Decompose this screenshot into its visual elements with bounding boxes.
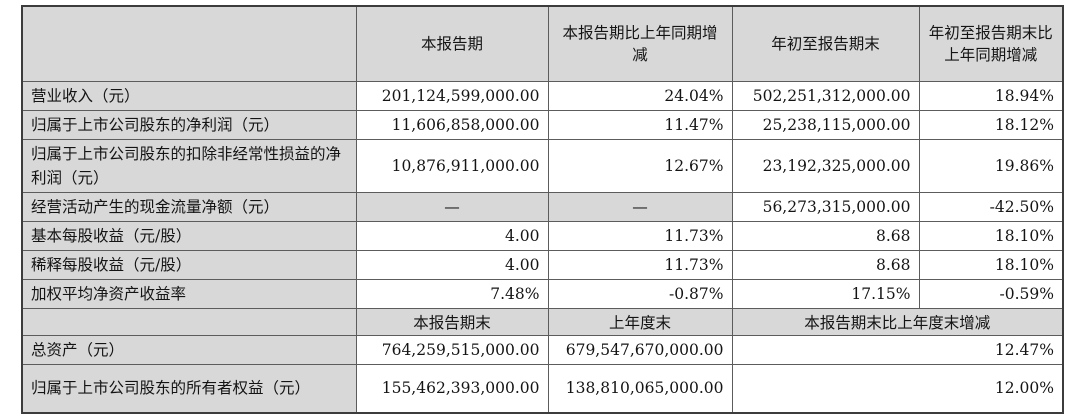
value-ytd-yoy-change: 19.86% [918, 139, 1064, 194]
row-label: 归属于上市公司股东的净利润（元） [21, 110, 357, 141]
value-yoy-change-dash: — [547, 192, 733, 223]
value-prior-year-end: 679,547,670,000.00 [547, 335, 733, 366]
value-ytd: 23,192,325,000.00 [731, 139, 920, 194]
row-label: 营业收入（元） [21, 80, 357, 112]
value-current-period-dash: — [355, 192, 549, 223]
value-period-end-change: 12.00% [731, 364, 1064, 414]
header-current-vs-prior-year: 本报告期比上年同期增减 [547, 5, 733, 82]
value-yoy-change: 12.67% [547, 139, 733, 194]
financial-summary-section: 本报告期 本报告期比上年同期增减 年初至报告期末 年初至报告期末比上年同期增减 … [21, 5, 1064, 414]
sub-header-blank-cell [21, 308, 357, 337]
row-label: 归属于上市公司股东的所有者权益（元） [21, 364, 357, 414]
value-ytd-yoy-change: -0.59% [918, 279, 1064, 310]
value-period-end: 764,259,515,000.00 [355, 335, 549, 366]
value-yoy-change: 11.73% [547, 250, 733, 281]
value-current-period: 7.48% [355, 279, 549, 310]
header-current-period: 本报告期 [355, 5, 549, 82]
row-label: 加权平均净资产收益率 [21, 279, 357, 310]
header-blank-cell [21, 5, 357, 82]
sub-header-row: 本报告期末 上年度末 本报告期末比上年度末增减 [21, 308, 1064, 337]
value-yoy-change: -0.87% [547, 279, 733, 310]
value-yoy-change: 24.04% [547, 80, 733, 112]
value-current-period: 201,124,599,000.00 [355, 80, 549, 112]
value-ytd: 17.15% [731, 279, 920, 310]
financial-summary-table: 本报告期 本报告期比上年同期增减 年初至报告期末 年初至报告期末比上年同期增减 … [21, 5, 1064, 414]
value-current-period: 11,606,858,000.00 [355, 110, 549, 141]
table-row-operating-revenue: 营业收入（元） 201,124,599,000.00 24.04% 502,25… [21, 80, 1064, 112]
value-ytd: 56,273,315,000.00 [731, 192, 920, 223]
table-row-diluted-eps: 稀释每股收益（元/股） 4.00 11.73% 8.68 18.10% [21, 250, 1064, 281]
header-row: 本报告期 本报告期比上年同期增减 年初至报告期末 年初至报告期末比上年同期增减 [21, 5, 1064, 82]
value-current-period: 4.00 [355, 250, 549, 281]
value-period-end: 155,462,393,000.00 [355, 364, 549, 414]
value-ytd: 25,238,115,000.00 [731, 110, 920, 141]
table-row-equity-attributable-to-shareholders: 归属于上市公司股东的所有者权益（元） 155,462,393,000.00 13… [21, 364, 1064, 414]
value-yoy-change: 11.73% [547, 221, 733, 252]
value-prior-year-end: 138,810,065,000.00 [547, 364, 733, 414]
header-ytd-vs-prior-year: 年初至报告期末比上年同期增减 [918, 5, 1064, 82]
table-row-total-assets: 总资产（元） 764,259,515,000.00 679,547,670,00… [21, 335, 1064, 366]
header-ytd: 年初至报告期末 [731, 5, 920, 82]
value-ytd-yoy-change: 18.10% [918, 250, 1064, 281]
row-label: 经营活动产生的现金流量净额（元） [21, 192, 357, 223]
table-row-net-profit-excl-nonrecurring: 归属于上市公司股东的扣除非经常性损益的净利润（元） 10,876,911,000… [21, 139, 1064, 194]
row-label: 稀释每股收益（元/股） [21, 250, 357, 281]
table-row-operating-cash-flow: 经营活动产生的现金流量净额（元） — — 56,273,315,000.00 -… [21, 192, 1064, 223]
value-ytd: 502,251,312,000.00 [731, 80, 920, 112]
value-ytd-yoy-change: -42.50% [918, 192, 1064, 223]
value-ytd: 8.68 [731, 221, 920, 252]
sub-header-period-end-vs-prior-year-end: 本报告期末比上年度末增减 [731, 308, 1064, 337]
value-current-period: 10,876,911,000.00 [355, 139, 549, 194]
value-period-end-change: 12.47% [731, 335, 1064, 366]
row-label: 基本每股收益（元/股） [21, 221, 357, 252]
value-current-period: 4.00 [355, 221, 549, 252]
sub-header-period-end: 本报告期末 [355, 308, 549, 337]
value-ytd-yoy-change: 18.94% [918, 80, 1064, 112]
value-ytd: 8.68 [731, 250, 920, 281]
table-row-basic-eps: 基本每股收益（元/股） 4.00 11.73% 8.68 18.10% [21, 221, 1064, 252]
table-row-weighted-avg-roe: 加权平均净资产收益率 7.48% -0.87% 17.15% -0.59% [21, 279, 1064, 310]
table-row-net-profit: 归属于上市公司股东的净利润（元） 11,606,858,000.00 11.47… [21, 110, 1064, 141]
sub-header-prior-year-end: 上年度末 [547, 308, 733, 337]
value-ytd-yoy-change: 18.12% [918, 110, 1064, 141]
value-yoy-change: 11.47% [547, 110, 733, 141]
value-ytd-yoy-change: 18.10% [918, 221, 1064, 252]
row-label: 归属于上市公司股东的扣除非经常性损益的净利润（元） [21, 139, 357, 194]
row-label: 总资产（元） [21, 335, 357, 366]
